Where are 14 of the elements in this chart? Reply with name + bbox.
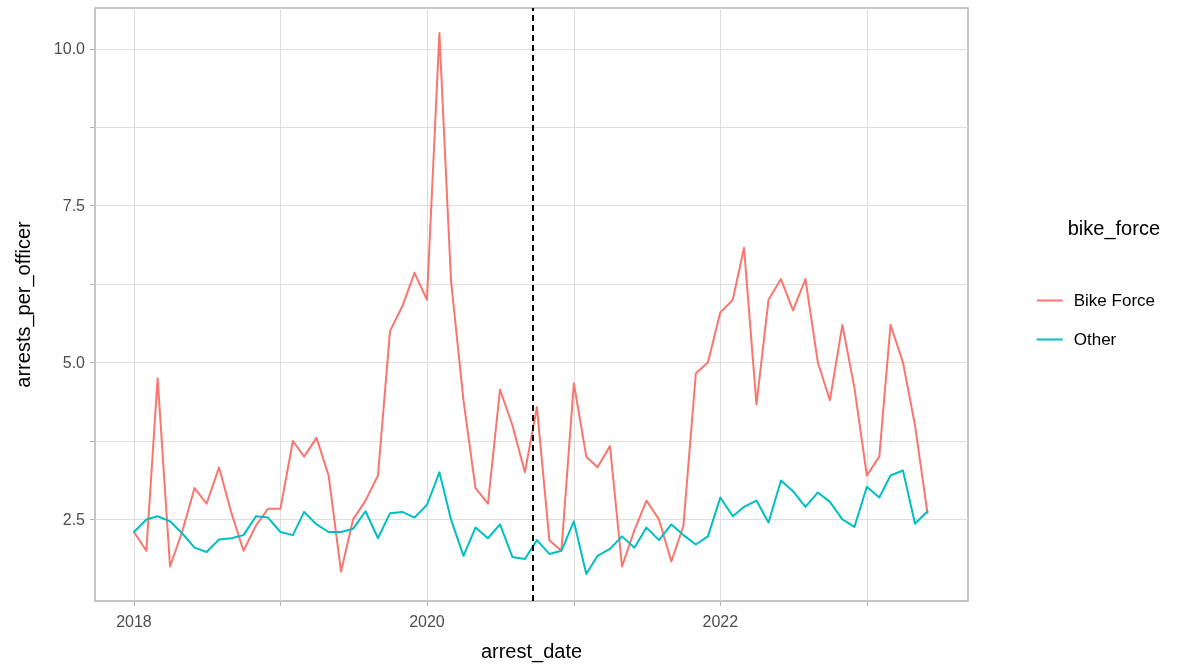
y-tick-label: 7.5: [62, 197, 86, 215]
x-tick-label: 2020: [409, 612, 445, 630]
y-tick-label: 5.0: [62, 354, 86, 372]
x-tick-label: 2018: [116, 612, 152, 630]
x-axis-title: arrest_date: [480, 640, 583, 663]
line-series: [132, 469, 929, 576]
y-axis-title: arrests_per_officer: [12, 220, 35, 388]
legend-label: Bike Force: [1073, 291, 1155, 310]
legend-title: bike_force: [1067, 217, 1161, 240]
y-tick-label: 10.0: [53, 40, 86, 58]
y-tick-label: 2.5: [62, 510, 86, 528]
line-series: [132, 32, 929, 573]
x-tick-label: 2022: [702, 612, 739, 630]
legend-label: Other: [1073, 330, 1117, 349]
